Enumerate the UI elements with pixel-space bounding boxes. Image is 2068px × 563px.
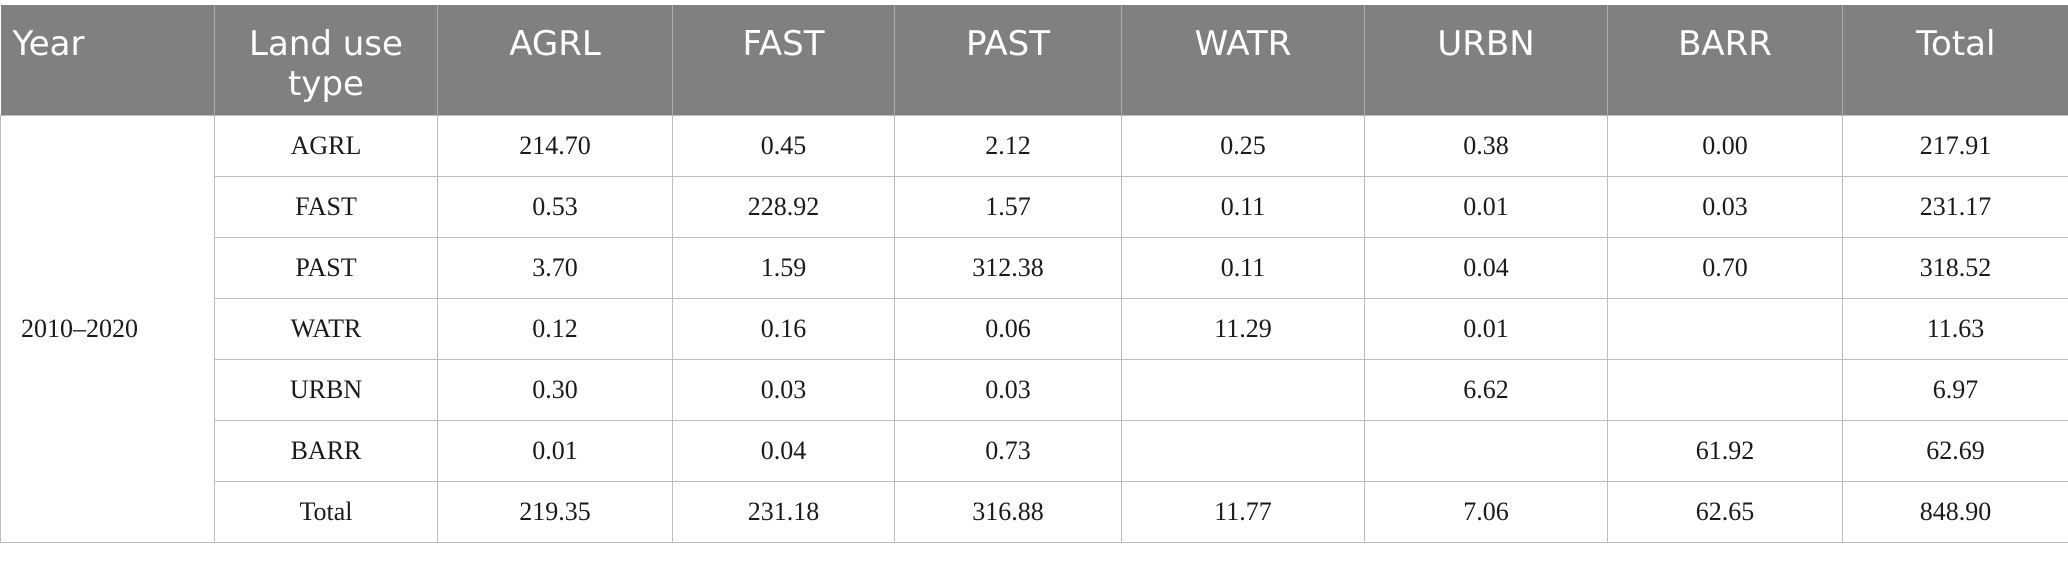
value-cell: 0.06	[894, 297, 1122, 359]
value-cell: 7.06	[1364, 480, 1608, 543]
value-cell: 1.57	[894, 175, 1122, 237]
value-cell	[1364, 419, 1608, 481]
header-cell-past: PAST	[894, 5, 1122, 115]
value-cell: 0.03	[894, 358, 1122, 420]
value-cell	[1121, 419, 1365, 481]
totals-row: Total 219.35 231.18 316.88 11.77 7.06 62…	[1, 480, 2068, 543]
value-cell: 312.38	[894, 236, 1122, 298]
value-cell: 231.18	[672, 480, 895, 543]
value-cell: 0.04	[1364, 236, 1608, 298]
value-cell: 62.65	[1607, 480, 1843, 543]
row-type-cell: AGRL	[214, 114, 438, 176]
table-row: FAST 0.53 228.92 1.57 0.11 0.01 0.03 231…	[1, 175, 2068, 237]
value-cell: 0.25	[1121, 114, 1365, 176]
table-row: BARR 0.01 0.04 0.73 61.92 62.69	[1, 419, 2068, 481]
header-row: Year Land use type AGRL FAST PAST WATR U…	[0, 5, 2068, 115]
land-use-transition-table: Year Land use type AGRL FAST PAST WATR U…	[0, 5, 2068, 543]
table-row: URBN 0.30 0.03 0.03 6.62 6.97	[1, 358, 2068, 420]
row-total-cell: 6.97	[1842, 358, 2068, 420]
value-cell: 0.30	[437, 358, 673, 420]
table-row: 2010–2020 AGRL 214.70 0.45 2.12 0.25 0.3…	[0, 114, 2068, 543]
value-cell: 11.29	[1121, 297, 1365, 359]
value-cell: 2.12	[894, 114, 1122, 176]
row-type-cell: FAST	[214, 175, 438, 237]
value-cell: 0.16	[672, 297, 895, 359]
header-cell-watr: WATR	[1121, 5, 1365, 115]
value-cell: 0.01	[1364, 297, 1608, 359]
row-type-cell: URBN	[214, 358, 438, 420]
value-cell: 316.88	[894, 480, 1122, 543]
table-body: 2010–2020 AGRL 214.70 0.45 2.12 0.25 0.3…	[0, 114, 2068, 543]
table-row: PAST 3.70 1.59 312.38 0.11 0.04 0.70 318…	[1, 236, 2068, 298]
value-cell: 0.38	[1364, 114, 1608, 176]
header-cell-barr: BARR	[1607, 5, 1843, 115]
value-cell: 0.45	[672, 114, 895, 176]
value-cell: 0.03	[672, 358, 895, 420]
grand-total-cell: 848.90	[1842, 480, 2068, 543]
value-cell	[1121, 358, 1365, 420]
value-cell: 61.92	[1607, 419, 1843, 481]
value-cell: 0.03	[1607, 175, 1843, 237]
value-cell	[1607, 358, 1843, 420]
row-total-cell: 318.52	[1842, 236, 2068, 298]
header-cell-fast: FAST	[672, 5, 895, 115]
header-cell-total: Total	[1842, 5, 2068, 115]
row-type-cell: BARR	[214, 419, 438, 481]
header-cell-agrl: AGRL	[437, 5, 673, 115]
year-period-cell: 2010–2020	[0, 114, 215, 543]
value-cell: 0.01	[437, 419, 673, 481]
header-cell-land-use-type: Land use type	[214, 5, 438, 115]
header-cell-year: Year	[0, 5, 215, 115]
value-cell: 3.70	[437, 236, 673, 298]
value-cell: 1.59	[672, 236, 895, 298]
row-type-cell: PAST	[214, 236, 438, 298]
row-total-cell: 231.17	[1842, 175, 2068, 237]
table-row: WATR 0.12 0.16 0.06 11.29 0.01 11.63	[1, 297, 2068, 359]
value-cell: 6.62	[1364, 358, 1608, 420]
value-cell: 0.70	[1607, 236, 1843, 298]
row-total-cell: 11.63	[1842, 297, 2068, 359]
value-cell: 0.11	[1121, 175, 1365, 237]
value-cell: 0.04	[672, 419, 895, 481]
value-cell	[1607, 297, 1843, 359]
row-total-cell: 62.69	[1842, 419, 2068, 481]
value-cell: 0.73	[894, 419, 1122, 481]
row-total-cell: 217.91	[1842, 114, 2068, 176]
value-cell: 228.92	[672, 175, 895, 237]
value-cell: 11.77	[1121, 480, 1365, 543]
value-cell: 0.53	[437, 175, 673, 237]
row-type-cell: Total	[214, 480, 438, 543]
value-cell: 214.70	[437, 114, 673, 176]
value-cell: 0.11	[1121, 236, 1365, 298]
header-cell-urbn: URBN	[1364, 5, 1608, 115]
value-cell: 0.01	[1364, 175, 1608, 237]
table-header: Year Land use type AGRL FAST PAST WATR U…	[0, 5, 2068, 115]
value-cell: 0.00	[1607, 114, 1843, 176]
value-cell: 0.12	[437, 297, 673, 359]
row-type-cell: WATR	[214, 297, 438, 359]
value-cell: 219.35	[437, 480, 673, 543]
